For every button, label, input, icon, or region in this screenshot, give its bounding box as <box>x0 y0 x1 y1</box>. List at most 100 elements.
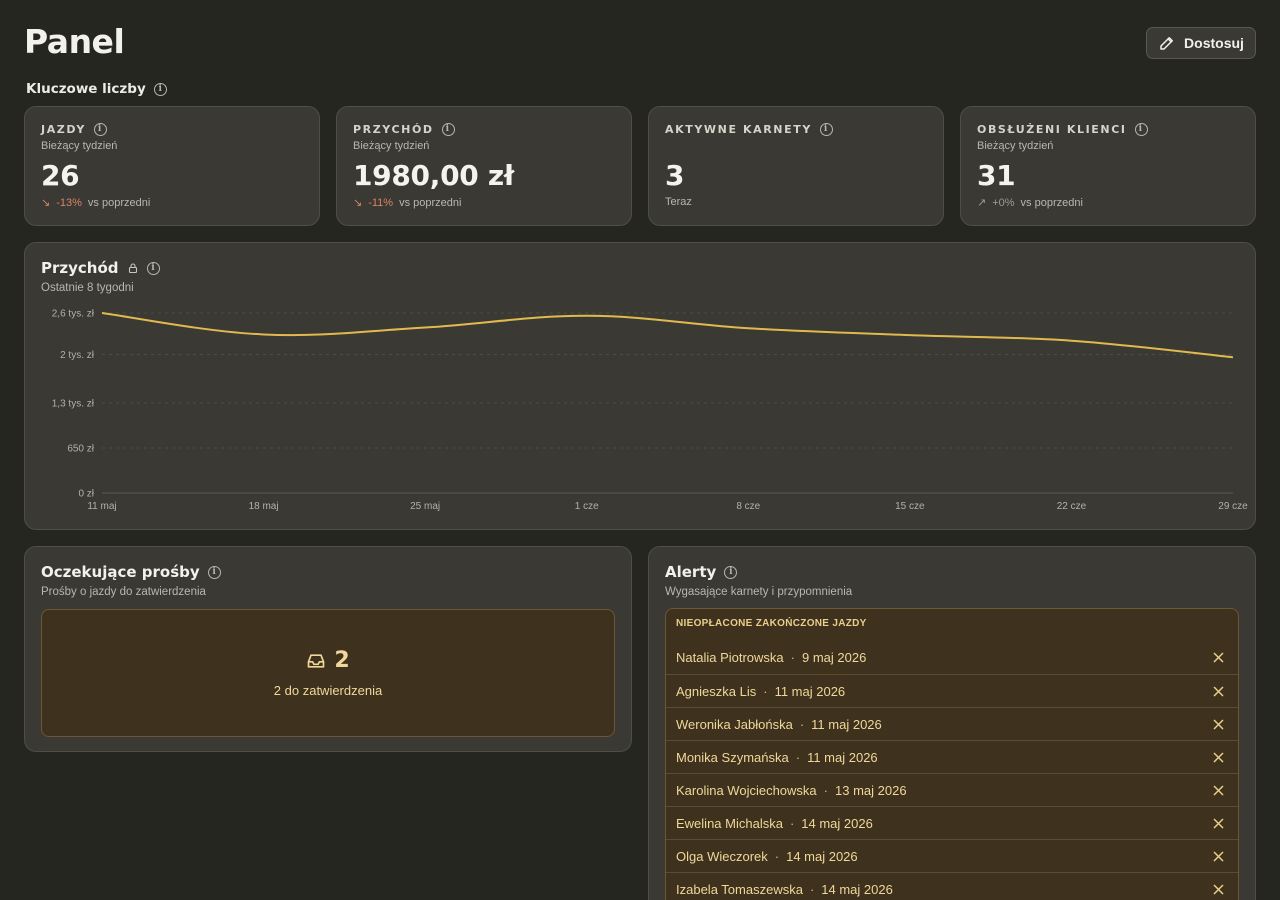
kpi-trend-text: Teraz <box>665 196 692 208</box>
revenue-chart-subtitle: Ostatnie 8 tygodni <box>41 282 134 294</box>
alerts-group-label: NIEOPŁACONE ZAKOŃCZONE JAZDY <box>676 618 867 629</box>
alert-date: 14 maj 2026 <box>786 848 858 864</box>
kpi-value: 3 <box>665 159 685 192</box>
dismiss-alert-button[interactable] <box>1208 813 1228 833</box>
kpi-period <box>665 140 927 153</box>
arrow-up-right-icon: ↗ <box>977 197 987 209</box>
dismiss-alert-button[interactable] <box>1208 747 1228 767</box>
alert-date: 11 maj 2026 <box>807 749 878 765</box>
alert-row[interactable]: Agnieszka Lis · 11 maj 2026 <box>666 674 1238 707</box>
alerts-list: NIEOPŁACONE ZAKOŃCZONE JAZDY Natalia Pio… <box>665 608 1239 900</box>
data-point[interactable] <box>581 310 593 322</box>
kpi-label-text: OBSŁUŻENI KLIENCI <box>977 123 1127 136</box>
kpi-label: JAZDY i <box>41 123 303 136</box>
alert-client-name: Ewelina Michalska <box>676 815 783 831</box>
info-icon[interactable]: i <box>207 565 221 579</box>
alert-date: 14 maj 2026 <box>821 881 893 897</box>
kpi-trend: ↘ -13% vs poprzedni <box>41 196 303 210</box>
dismiss-alert-button[interactable] <box>1208 780 1228 800</box>
pending-requests-number: 2 <box>334 648 350 673</box>
info-icon[interactable]: i <box>724 565 738 579</box>
pencil-icon <box>1160 37 1174 50</box>
data-point[interactable] <box>904 329 916 341</box>
x-tick-label: 22 cze <box>1057 501 1087 512</box>
alert-client-name: Izabela Tomaszewska <box>676 881 803 897</box>
alert-client-name: Agnieszka Lis <box>676 683 757 699</box>
info-icon[interactable]: i <box>153 82 167 96</box>
alert-row[interactable]: Olga Wieczorek · 14 maj 2026 <box>666 839 1238 872</box>
info-icon[interactable]: i <box>1134 123 1148 136</box>
y-tick-label: 2,6 tys. zł <box>52 309 95 320</box>
info-icon[interactable]: i <box>441 123 455 136</box>
revenue-chart-card: Przychód i Ostatnie 8 tygodni 0 zł 650 zł… <box>24 242 1256 530</box>
x-tick-label: 15 cze <box>895 501 925 512</box>
data-point[interactable] <box>258 328 270 340</box>
alert-row[interactable]: Ewelina Michalska · 14 maj 2026 <box>666 806 1238 839</box>
kpi-label-text: JAZDY <box>41 123 86 136</box>
kpi-trend-text: vs poprzedni <box>399 196 462 209</box>
kpi-card-active-passes: AKTYWNE KARNETY i 3 Teraz <box>648 106 944 226</box>
info-icon[interactable]: i <box>819 123 833 136</box>
alert-separator: · <box>790 650 795 665</box>
customize-button[interactable]: Dostosuj <box>1146 27 1256 59</box>
alert-separator: · <box>809 881 815 897</box>
alert-client-name: Monika Szymańska <box>676 749 789 765</box>
alert-date: 11 maj 2026 <box>774 683 846 699</box>
lock-icon <box>128 263 137 274</box>
inbox-icon <box>308 653 325 668</box>
dismiss-alert-button[interactable] <box>1208 714 1228 734</box>
data-point[interactable] <box>1065 335 1077 347</box>
data-point[interactable] <box>742 322 754 334</box>
close-icon <box>1213 818 1223 828</box>
alert-row[interactable]: Izabela Tomaszewska · 14 maj 2026 <box>666 872 1238 900</box>
alert-date: 11 maj 2026 <box>811 716 882 732</box>
pending-requests-card: Oczekujące prośby i Prośby o jazdy do za… <box>24 546 632 752</box>
data-point[interactable] <box>1227 351 1239 363</box>
alert-row[interactable]: Karolina Wojciechowska · 13 maj 2026 <box>666 773 1238 806</box>
kpi-period: Bieżący tydzień <box>41 140 118 152</box>
kpi-card-clients-served: OBSŁUŻENI KLIENCI i Bieżący tydzień 31 ↗ … <box>960 106 1256 226</box>
data-point[interactable] <box>419 322 431 334</box>
alert-row[interactable]: Natalia Piotrowska · 9 maj 2026 <box>666 641 1238 674</box>
close-icon <box>1213 884 1223 894</box>
x-tick-label: 11 maj <box>87 501 116 512</box>
alert-client-name: Weronika Jabłońska <box>676 716 793 732</box>
x-tick-label: 25 maj <box>410 501 440 512</box>
alert-separator: · <box>763 683 768 699</box>
revenue-chart-header: Przychód i <box>41 259 1239 277</box>
alerts-subtitle: Wygasające karnety i przypomnienia <box>665 586 853 598</box>
pending-requests-box[interactable]: 2 2 do zatwierdzenia <box>41 609 615 737</box>
alert-separator: · <box>789 815 795 831</box>
alert-row[interactable]: Weronika Jabłońska · 11 maj 2026 <box>666 707 1238 740</box>
alert-separator: · <box>795 749 801 765</box>
alert-date: 14 maj 2026 <box>801 815 873 831</box>
alerts-card: Alerty i Wygasające karnety i przypomnie… <box>648 546 1256 900</box>
kpi-label-text: PRZYCHÓD <box>353 123 434 136</box>
data-point[interactable] <box>96 307 108 319</box>
dismiss-alert-button[interactable] <box>1208 879 1228 899</box>
kpi-period: Bieżący tydzień <box>353 140 430 152</box>
kpi-value: 26 <box>41 159 80 192</box>
close-icon <box>1213 719 1223 729</box>
kpi-trend: Teraz <box>665 196 927 208</box>
pending-requests-text: 2 do zatwierdzenia <box>273 683 383 698</box>
alert-row[interactable]: Monika Szymańska · 11 maj 2026 <box>666 740 1238 773</box>
y-tick-label: 0 zł <box>78 489 94 500</box>
alert-separator: · <box>823 782 829 798</box>
alert-separator: · <box>799 716 805 732</box>
alert-client-name: Natalia Piotrowska <box>676 650 784 665</box>
alert-date: 13 maj 2026 <box>835 782 907 798</box>
dismiss-alert-button[interactable] <box>1208 846 1228 866</box>
revenue-line-chart: 0 zł 650 zł 1,3 tys. zł 2 tys. zł 2,6 tys. z… <box>52 307 1248 513</box>
info-icon[interactable]: i <box>93 123 107 136</box>
info-icon[interactable]: i <box>146 261 160 275</box>
alerts-header: Alerty i <box>665 563 1239 581</box>
dismiss-alert-button[interactable] <box>1208 648 1228 668</box>
kpi-card-revenue: PRZYCHÓD i Bieżący tydzień 1980,00 zł ↘ -… <box>336 106 632 226</box>
revenue-series-line <box>101 312 1234 359</box>
alerts-title: Alerty <box>665 563 717 581</box>
kpi-value: 1980,00 zł <box>353 159 514 192</box>
kpi-trend-value: +0% <box>992 196 1015 209</box>
dismiss-alert-button[interactable] <box>1208 681 1228 701</box>
kpi-trend: ↗ +0% vs poprzedni <box>977 196 1239 210</box>
